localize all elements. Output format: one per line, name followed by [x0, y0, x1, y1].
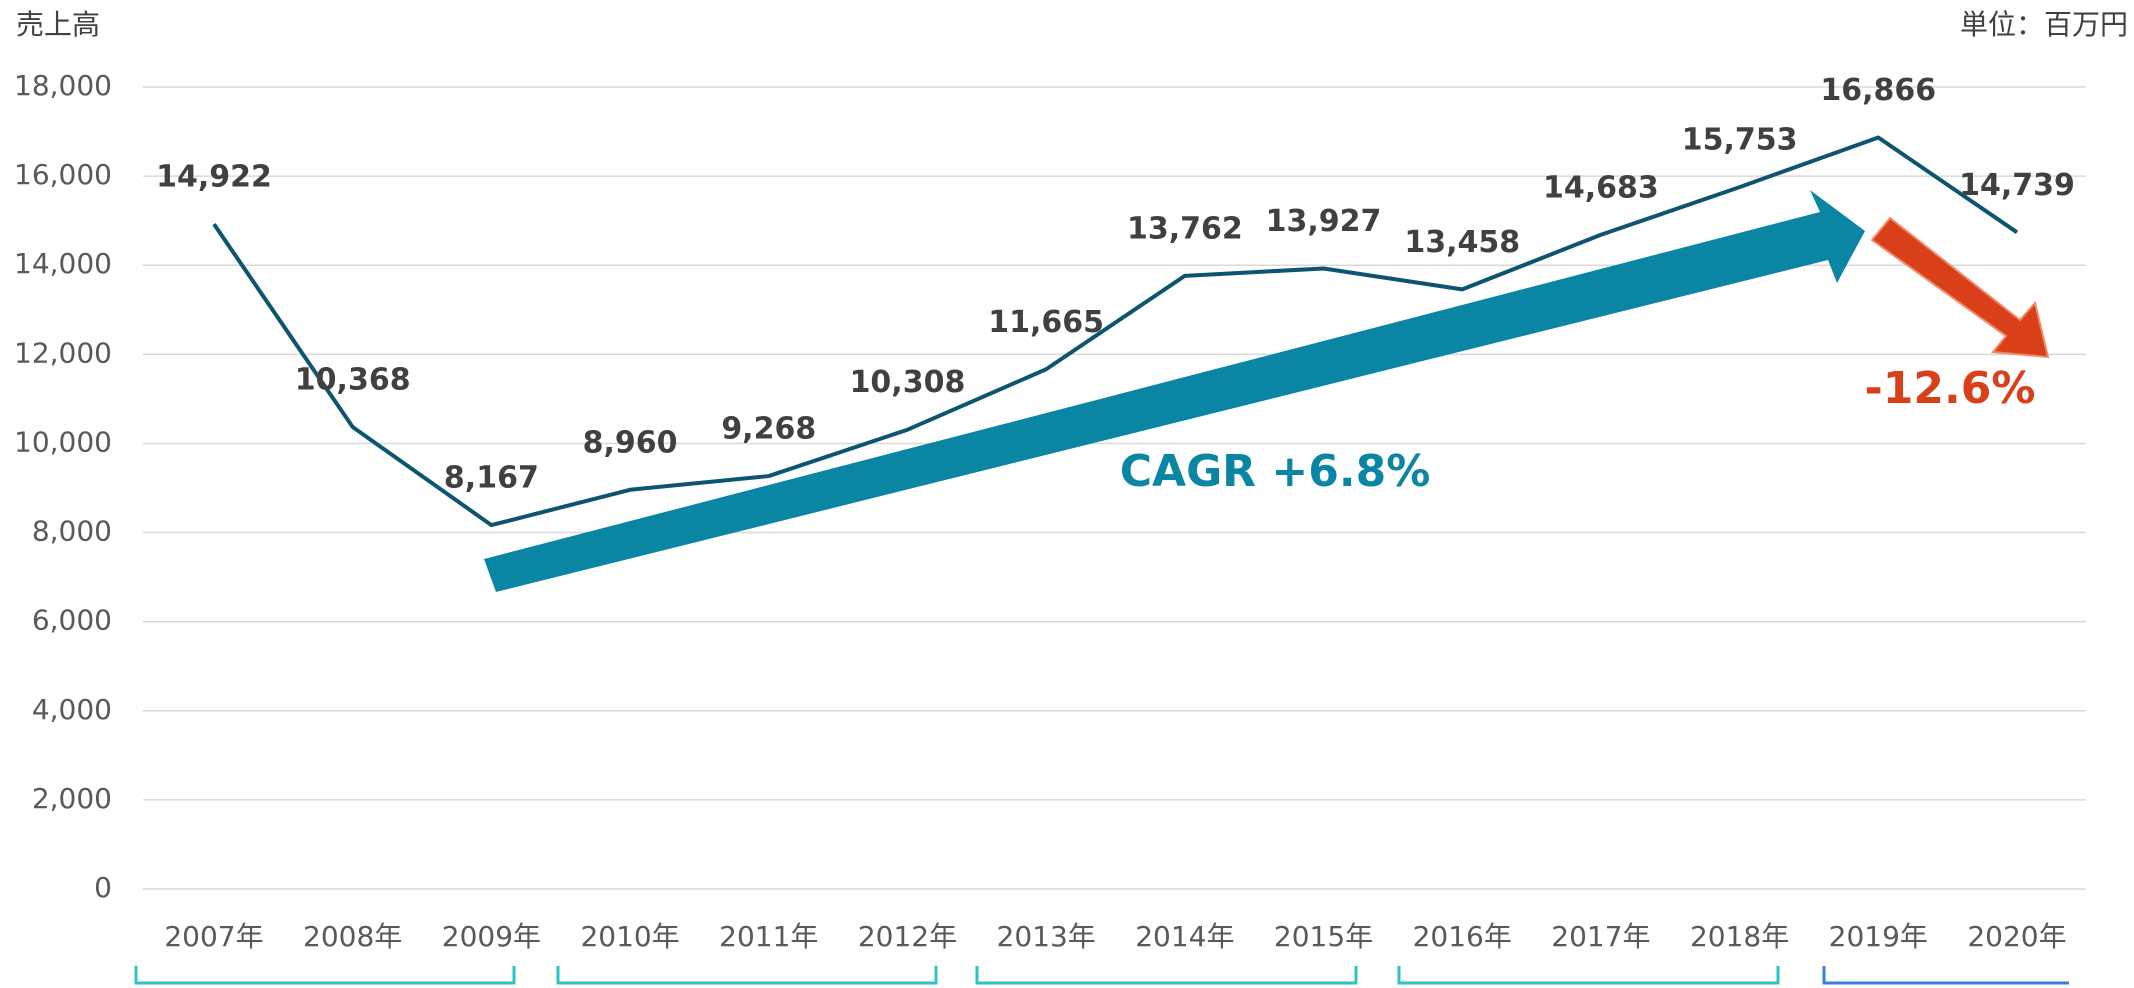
x-tick-label: 2009年 — [442, 920, 541, 953]
series-line — [212, 135, 2019, 528]
bracket — [134, 966, 516, 985]
x-tick-label: 2008年 — [303, 920, 402, 953]
x-tick-label: 2016年 — [1413, 920, 1512, 953]
bracket — [556, 966, 938, 985]
x-tick-label: 2020年 — [1967, 920, 2066, 953]
data-label: 16,866 — [1820, 73, 1936, 108]
y-tick-label: 10,000 — [14, 425, 112, 458]
data-label: 13,458 — [1404, 225, 1520, 260]
y-tick-label: 14,000 — [14, 247, 112, 280]
y-tick-label: 18,000 — [14, 69, 112, 102]
decline-arrow — [1870, 216, 2050, 359]
data-label: 8,167 — [444, 461, 539, 496]
x-tick-label: 2015年 — [1274, 920, 1373, 953]
y-tick-label: 16,000 — [14, 158, 112, 191]
data-label: 15,753 — [1682, 123, 1798, 158]
cagr-label: CAGR +6.8% — [1120, 446, 1431, 497]
data-label: 14,739 — [1959, 168, 2075, 203]
data-label: 9,268 — [721, 412, 816, 447]
y-tick-label: 2,000 — [32, 782, 112, 815]
x-tick-label: 2011年 — [719, 920, 818, 953]
grid — [143, 86, 2086, 890]
data-label: 14,683 — [1543, 170, 1659, 205]
data-label: 8,960 — [583, 425, 678, 460]
decline-label: -12.6% — [1865, 363, 2036, 414]
x-tick-label: 2014年 — [1135, 920, 1234, 953]
data-label: 11,665 — [988, 305, 1104, 340]
x-tick-label: 2018年 — [1690, 920, 1789, 953]
unit-note: 単位：百万円 — [1960, 8, 2128, 41]
y-tick-label: 6,000 — [32, 604, 112, 637]
bracket — [1822, 966, 2069, 985]
x-tick-label: 2017年 — [1551, 920, 1650, 953]
data-label: 13,762 — [1127, 211, 1243, 246]
period-brackets — [134, 966, 2069, 985]
y-tick-label: 8,000 — [32, 515, 112, 548]
bracket — [975, 966, 1358, 985]
x-tick-label: 2019年 — [1829, 920, 1928, 953]
data-label: 13,927 — [1266, 204, 1382, 239]
data-label: 14,922 — [156, 160, 272, 195]
y-axis-title: 売上高 — [16, 8, 100, 41]
data-label: 10,368 — [295, 363, 411, 398]
y-tick-label: 0 — [94, 871, 112, 904]
data-label: 10,308 — [850, 365, 966, 400]
x-tick-label: 2010年 — [580, 920, 679, 953]
x-tick-label: 2013年 — [997, 920, 1096, 953]
y-tick-label: 12,000 — [14, 336, 112, 369]
x-tick-label: 2012年 — [858, 920, 957, 953]
x-tick-label: 2007年 — [164, 920, 263, 953]
y-tick-label: 4,000 — [32, 693, 112, 726]
cagr-arrow — [484, 190, 1865, 592]
bracket — [1397, 966, 1780, 985]
